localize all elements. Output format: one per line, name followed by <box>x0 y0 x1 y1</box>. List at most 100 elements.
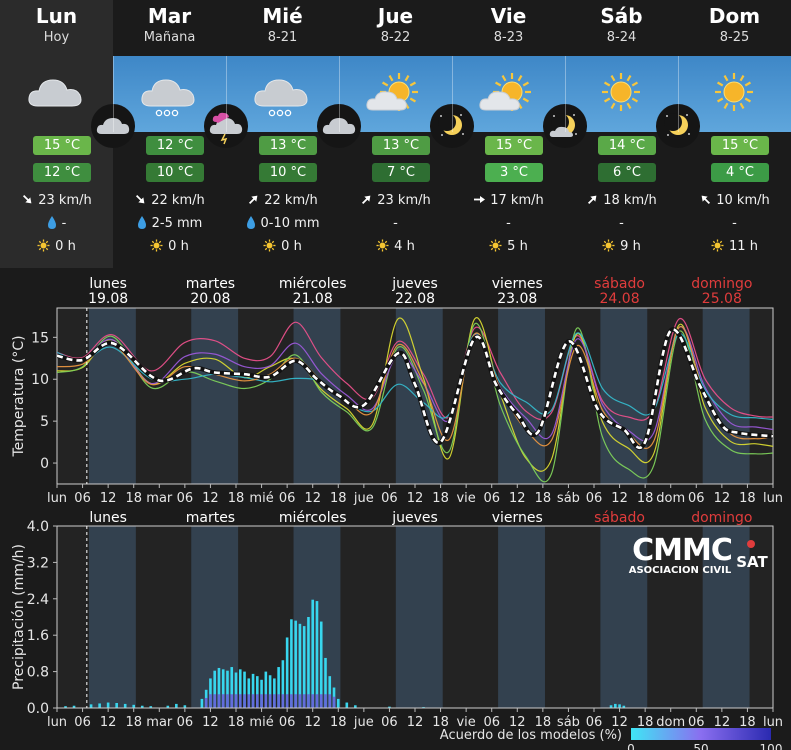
day-date-label: 21.08 <box>293 291 333 307</box>
precip-agreement-bar <box>290 694 293 708</box>
day-label: sábado <box>594 276 645 292</box>
sun-cloud-icon <box>476 70 540 118</box>
arrow-down-right-icon <box>23 194 32 204</box>
precip-bar <box>115 702 118 708</box>
x-tick-label: lun <box>47 491 67 506</box>
day-date-label: 19.08 <box>88 291 128 307</box>
sun-small-icon <box>489 239 502 252</box>
daylight-band <box>702 526 750 708</box>
precip-bar <box>175 703 178 708</box>
y-axis-label: Precipitación (mm/h) <box>11 544 27 690</box>
min-temp-badge: 10 °C <box>259 163 317 182</box>
daylight-band <box>600 526 648 708</box>
x-tick-label: 12 <box>100 715 117 730</box>
y-tick-label: 10 <box>31 372 49 388</box>
min-temp-badge: 3 °C <box>485 163 543 182</box>
y-tick-label: 4.0 <box>27 519 49 535</box>
max-temp-badge: 15 °C <box>33 136 91 155</box>
daily-forecast-strip: Lun Hoy 15 °C 12 °C 23 km/h -0 h Mar Mañana 12 °… <box>0 0 791 268</box>
max-temp-badge: 13 °C <box>259 136 317 155</box>
wind-value: 23 km/h <box>0 193 113 208</box>
sunshine-hours: 11 h <box>678 239 791 254</box>
sun-small-icon <box>376 239 389 252</box>
day-column[interactable]: Mié 8-21 <box>226 0 339 268</box>
sun-small-icon <box>150 239 163 252</box>
x-tick-label: 06 <box>586 491 603 506</box>
min-temp-badge: 7 °C <box>372 163 430 182</box>
x-tick-label: 06 <box>177 715 194 730</box>
logo-badge: SAT <box>736 553 768 571</box>
precipitation-chart: lunes martes miércoles jueves viernes sábado d… <box>11 510 783 750</box>
sky-divider <box>226 56 227 132</box>
x-tick-label: jue <box>353 715 374 730</box>
precip-agreement-bar <box>328 694 332 708</box>
precip-bar <box>614 703 617 708</box>
rain-value: - <box>393 216 398 231</box>
x-tick-label: 12 <box>714 491 731 506</box>
rain-value: 0-10 mm <box>226 216 339 231</box>
precip-bar <box>140 705 144 708</box>
day-column[interactable]: Vie 8-23 <box>452 0 565 268</box>
precip-agreement-bar <box>324 694 327 708</box>
x-tick-label: 18 <box>432 491 449 506</box>
x-tick-label: 18 <box>125 491 142 506</box>
water-drop-icon <box>246 216 255 229</box>
x-tick-label: lun <box>763 715 783 730</box>
day-column[interactable]: Jue 8-22 <box>339 0 452 268</box>
day-label: viernes <box>492 510 543 526</box>
precip-agreement-bar <box>277 694 280 708</box>
sunshine-hours: 5 h <box>452 239 565 254</box>
sun-small-icon <box>263 239 276 252</box>
daylight-band <box>88 308 136 484</box>
day-column[interactable]: Sáb 8-24 <box>565 0 678 268</box>
sun-icon <box>702 70 766 118</box>
model-series-line <box>57 318 773 421</box>
x-tick-label: 18 <box>637 715 654 730</box>
x-tick-label: 18 <box>535 491 552 506</box>
day-name: Lun <box>35 4 78 28</box>
x-tick-label: 12 <box>202 715 219 730</box>
x-tick-label: mar <box>146 715 173 730</box>
precip-bar <box>149 706 153 708</box>
x-tick-label: jue <box>353 491 374 506</box>
moon-cloud-icon <box>543 104 587 148</box>
logo-subtitle: ASOCIACION CIVIL <box>629 565 732 576</box>
precip-bar <box>609 705 613 708</box>
precip-agreement-bar <box>247 694 251 708</box>
x-tick-label: vie <box>456 491 475 506</box>
precip-agreement-bar <box>298 694 302 708</box>
y-tick-label: 2.4 <box>27 592 49 608</box>
x-tick-label: 06 <box>279 491 296 506</box>
precip-bar <box>388 706 391 708</box>
precip-agreement-bar <box>302 694 306 708</box>
day-label: martes <box>186 510 235 526</box>
x-tick-label: 12 <box>509 715 526 730</box>
precip-bar <box>209 678 212 708</box>
model-series-line <box>57 317 773 472</box>
precip-bar <box>290 619 293 708</box>
precip-agreement-bar <box>230 694 234 708</box>
rain-value: - <box>0 216 113 231</box>
day-column[interactable]: Mar Mañana <box>113 0 226 268</box>
precip-agreement-bar <box>260 694 263 708</box>
legend-tick-label: 50 <box>693 742 708 750</box>
daylight-band <box>600 308 648 484</box>
x-tick-label: 12 <box>407 491 424 506</box>
day-label: jueves <box>391 510 438 526</box>
precip-agreement-bar <box>226 694 229 708</box>
daylight-band <box>293 308 341 484</box>
day-date-label: 22.08 <box>395 291 435 307</box>
precip-bar <box>200 698 204 708</box>
day-date-label: 20.08 <box>190 291 230 307</box>
y-axis-label: Temperatura (°C) <box>11 335 27 457</box>
y-tick-label: 0.8 <box>27 665 49 681</box>
precip-bar <box>268 675 272 708</box>
sun-small-icon <box>602 239 615 252</box>
day-name: Dom <box>708 4 761 28</box>
sunshine-hours: 0 h <box>0 239 113 254</box>
x-tick-label: 18 <box>739 491 756 506</box>
day-column[interactable]: Dom 8-25 <box>678 0 791 268</box>
x-tick-label: 12 <box>611 715 628 730</box>
